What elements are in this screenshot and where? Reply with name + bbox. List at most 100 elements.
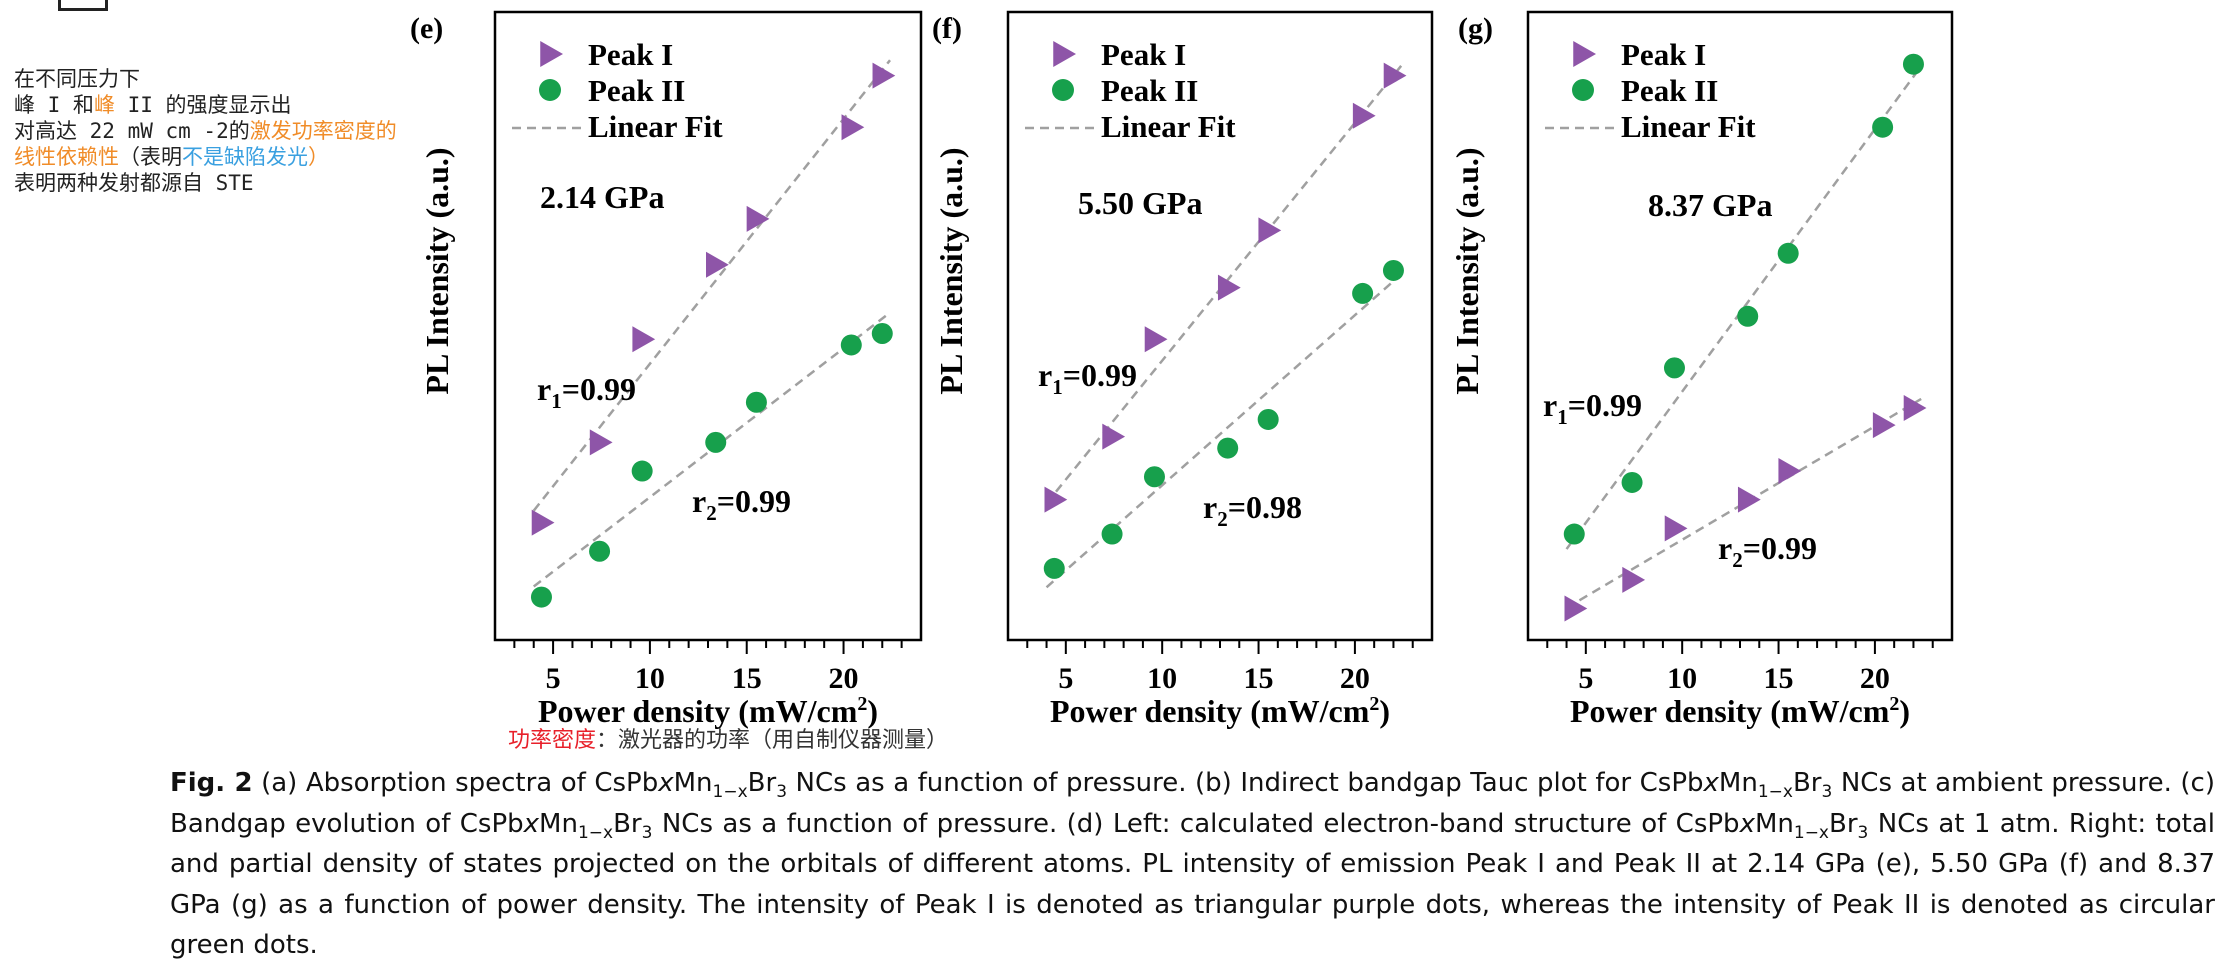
legend-peak2-marker <box>1572 79 1594 101</box>
peak2-point <box>1663 357 1685 379</box>
peak1-point <box>1217 274 1241 301</box>
x-axis-label: Power density (mW/cm2) <box>1050 693 1390 729</box>
note-line-1: 在不同压力下 <box>14 67 140 91</box>
pressure-label: 5.50 GPa <box>1078 185 1202 221</box>
note-line-3a: 对高达 22 mW cm -2的 <box>14 119 250 143</box>
peak1-point <box>705 251 729 278</box>
caption-fig-label: Fig. 2 <box>170 768 253 798</box>
peak2-point <box>871 323 893 344</box>
peak2-point <box>1382 259 1404 281</box>
x-tick-label: 10 <box>1667 662 1697 695</box>
caption-formula-3: 3 <box>1857 822 1869 843</box>
caption-formula-mn: Mn <box>673 768 713 798</box>
peak1-point <box>1564 595 1588 622</box>
caption-formula-x: x <box>523 808 540 839</box>
peak1-point <box>1383 62 1407 89</box>
peak1-point <box>1622 566 1646 593</box>
plot-frame <box>493 10 923 642</box>
peak2-point <box>1257 408 1279 430</box>
caption-text-2: NCs as a function of pressure. (b) Indir… <box>787 768 1704 798</box>
peak1-point <box>1778 458 1802 485</box>
annotation-term: 功率密度 <box>508 728 597 753</box>
legend-peak2-label: Peak II <box>588 73 685 108</box>
peak1-point <box>872 62 896 89</box>
caption-text-1: (a) Absorption spectra of CsPb <box>252 768 659 798</box>
legend-peak1-label: Peak I <box>588 37 673 72</box>
note-line-2c: II 的强度显示出 <box>114 93 292 117</box>
peak2-point <box>1777 242 1799 264</box>
panel-label: (e) <box>410 12 443 45</box>
x-tick-label: 15 <box>1764 662 1794 695</box>
caption-formula-sub: 1−x <box>712 782 748 803</box>
peak2-point <box>1143 466 1165 488</box>
caption-text-5: NCs at 1 atm. Right: total and partial d… <box>170 808 2215 961</box>
x-tick-label: 20 <box>1860 662 1890 695</box>
peak2-point <box>1043 557 1065 579</box>
peak1-point <box>1903 394 1927 421</box>
x-tick-label: 5 <box>1058 662 1073 695</box>
r1-label: r1=0.99 <box>1543 387 1642 429</box>
note-line-4d: ） <box>308 145 329 169</box>
legend-peak1-label: Peak I <box>1101 37 1186 72</box>
legend-peak2-label: Peak II <box>1101 73 1198 108</box>
note-line-4c: 不是缺陷发光 <box>182 145 308 169</box>
x-tick-label: 5 <box>546 662 561 695</box>
legend-peak2-label: Peak II <box>1621 73 1718 108</box>
figure-caption: Fig. 2 (a) Absorption spectra of CsPbxMn… <box>170 763 2215 966</box>
note-line-4b: （表明 <box>119 145 182 169</box>
caption-formula-3: 3 <box>776 782 788 803</box>
legend-fit-label: Linear Fit <box>1621 109 1756 144</box>
x-tick-label: 15 <box>1244 662 1274 695</box>
chart-area: 5 10 15 20 Power density (mW/cm2) PL Intensit… <box>410 10 1954 729</box>
caption-formula-3: 3 <box>641 822 653 843</box>
legend-peak1-marker <box>1573 41 1596 67</box>
peak1-point <box>841 114 865 141</box>
note-line-2a: 峰 I 和 <box>14 93 94 117</box>
note-line-4a: 线性依赖性 <box>14 145 119 169</box>
caption-formula-3: 3 <box>1821 782 1833 803</box>
peak2-point <box>1902 53 1924 75</box>
peak2-point <box>530 586 552 608</box>
plot-frame <box>1526 10 1954 642</box>
peak2-point <box>1621 471 1643 493</box>
power-density-annotation: 功率密度：激光器的功率（用自制仪器测量） <box>508 722 948 754</box>
peak1-point <box>1872 412 1896 439</box>
y-axis-label: PL Intensity (a.u.) <box>933 147 969 394</box>
fit-line-2 <box>1565 65 1923 550</box>
peak1-point <box>1258 217 1282 244</box>
caption-formula-mn: Mn <box>539 808 578 839</box>
annotation-rest: ：激光器的功率（用自制仪器测量） <box>596 728 949 753</box>
peak2-point <box>1872 116 1894 138</box>
y-axis-label: PL Intensity (a.u.) <box>1449 147 1485 394</box>
y-axis-label: PL Intensity (a.u.) <box>419 147 455 394</box>
peak2-point <box>1737 305 1759 327</box>
caption-text-4: NCs as a function of pressure. (d) Left:… <box>652 808 1740 839</box>
pressure-label: 8.37 GPa <box>1648 187 1772 223</box>
r2-label: r2=0.99 <box>1718 530 1817 572</box>
x-tick-label: 10 <box>635 662 665 695</box>
panel-label: (f) <box>932 12 962 45</box>
legend-peak1-marker <box>1053 41 1076 67</box>
peak2-point <box>589 540 611 562</box>
peak1-point <box>1737 486 1761 513</box>
legend-peak1-label: Peak I <box>1621 37 1706 72</box>
r2-label: r2=0.99 <box>692 483 791 525</box>
r1-label: r1=0.99 <box>537 371 636 413</box>
caption-formula-sub: 1−x <box>577 822 614 843</box>
caption-formula-br: Br <box>613 808 642 839</box>
caption-formula-br: Br <box>747 768 777 798</box>
peak1-point <box>1044 486 1068 513</box>
caption-text-3: NCs at ambient pressure. (c) Bandgap evo… <box>170 768 2215 839</box>
x-tick-label: 20 <box>1340 662 1370 695</box>
caption-formula-x: x <box>1703 768 1719 798</box>
peak2-point <box>1101 523 1123 545</box>
caption-formula-mn: Mn <box>1754 808 1794 839</box>
peak2-point <box>1217 437 1239 459</box>
corner-box-frame <box>58 0 108 11</box>
peak2-point <box>840 334 862 356</box>
r2-label: r2=0.98 <box>1203 489 1302 531</box>
caption-formula-br: Br <box>1792 768 1822 798</box>
pressure-label: 2.14 GPa <box>540 179 664 215</box>
x-tick-label: 10 <box>1147 662 1177 695</box>
legend-peak2-marker <box>1052 79 1074 101</box>
